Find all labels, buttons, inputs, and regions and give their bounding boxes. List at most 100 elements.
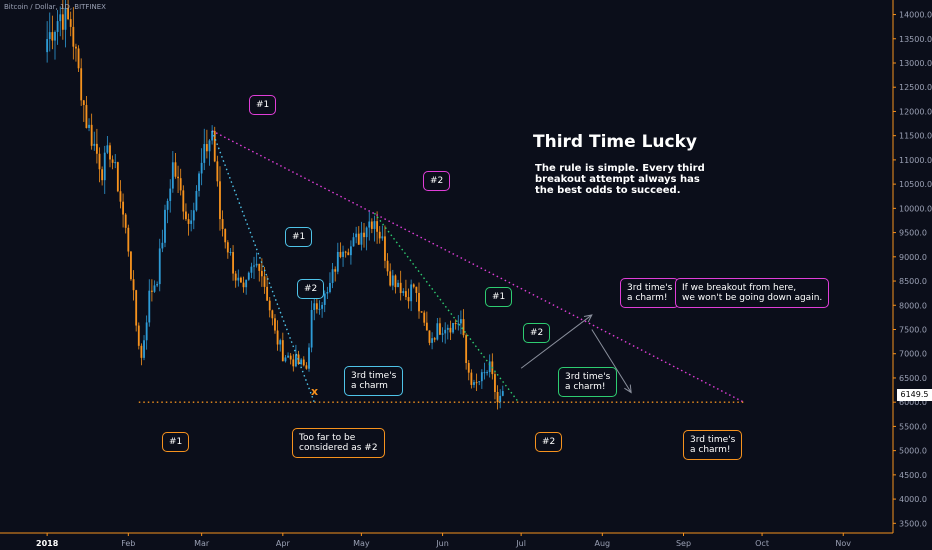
- candle-body: [271, 310, 274, 319]
- candle-body: [397, 282, 399, 288]
- candle-body: [177, 176, 179, 179]
- candle-body: [190, 220, 193, 224]
- candle-body: [465, 335, 468, 363]
- candle-body: [287, 355, 289, 358]
- candle-body: [384, 236, 386, 261]
- candle-body: [179, 178, 182, 191]
- callout-green-1: #1: [485, 287, 513, 307]
- time-tick-label: Jun: [435, 539, 449, 548]
- time-tick-label: Sep: [676, 539, 691, 548]
- candle-body: [192, 210, 195, 221]
- time-axis[interactable]: 2018 Feb Mar Apr May Jun Jul Aug Sep Oct Nov: [0, 532, 893, 548]
- callout-orange-1: #1: [162, 432, 190, 452]
- candle-body: [61, 14, 64, 30]
- candle-body: [376, 221, 379, 232]
- candle-body: [156, 284, 159, 286]
- callout-pink-1: #1: [249, 95, 277, 115]
- candle-body: [423, 312, 426, 323]
- candle-body: [69, 19, 72, 27]
- candle-body: [436, 323, 439, 340]
- candle-body: [425, 322, 428, 331]
- candle-body: [336, 251, 339, 272]
- trendline: [373, 212, 520, 403]
- price-tick-label: 10500.0: [899, 180, 932, 189]
- price-tick-label: 7500.0: [899, 325, 927, 334]
- candle-body: [352, 237, 355, 247]
- candle-body: [300, 359, 303, 365]
- candle-body: [253, 265, 255, 267]
- candle-body: [399, 282, 402, 294]
- candle-body: [326, 292, 329, 294]
- price-tick-label: 7000.0: [899, 350, 927, 359]
- candle-body: [496, 392, 499, 403]
- candle-body: [355, 233, 358, 238]
- candle-body: [224, 229, 227, 243]
- candle-body: [161, 242, 164, 249]
- candle-body: [234, 273, 237, 281]
- candle-body: [245, 279, 248, 288]
- time-tick-label: May: [353, 539, 370, 548]
- candle-body: [166, 200, 169, 210]
- candle-body: [187, 219, 190, 224]
- candle-body: [365, 227, 368, 238]
- candle-body: [360, 232, 363, 245]
- candle-body: [80, 68, 83, 101]
- candle-body: [310, 309, 313, 348]
- candle-body: [195, 190, 198, 211]
- candle-body: [98, 153, 101, 170]
- price-axis[interactable]: 3500.0 4000.0 4500.0 5000.0 5500.0 6000.0 6500…: [892, 0, 932, 533]
- candle-body: [95, 143, 98, 154]
- candle-body: [473, 382, 475, 385]
- candle-body: [347, 252, 350, 256]
- callout-pink-note: If we breakout from here, we won't be go…: [675, 278, 830, 308]
- candle-body: [266, 286, 269, 301]
- callout-blue-3: 3rd time's a charm: [344, 366, 404, 396]
- candle-body: [404, 291, 407, 298]
- candle-body: [145, 322, 148, 341]
- candle-body: [67, 7, 70, 20]
- price-tick-label: 11500.0: [899, 132, 932, 141]
- candle-body: [158, 248, 161, 285]
- candle-body: [64, 7, 67, 30]
- candle-body: [208, 140, 211, 152]
- callout-blue-2: #2: [297, 279, 325, 299]
- candle-body: [276, 330, 279, 345]
- candle-body: [137, 325, 140, 346]
- candle-body: [171, 162, 174, 189]
- price-tick-label: 13000.0: [899, 59, 932, 68]
- candle-body: [122, 201, 124, 215]
- candle-body: [459, 319, 462, 324]
- candle-body: [268, 300, 271, 311]
- candle-body: [219, 181, 221, 220]
- candle-body: [111, 159, 114, 163]
- candle-body: [446, 327, 449, 330]
- candle-body: [342, 251, 344, 257]
- candle-body: [431, 338, 434, 343]
- candle-body: [93, 143, 96, 146]
- candle-body: [56, 21, 59, 32]
- candle-body: [90, 124, 93, 146]
- trendline: [211, 130, 315, 403]
- x-marker: x: [311, 385, 319, 398]
- candle-body: [85, 105, 88, 128]
- candle-body: [130, 251, 132, 280]
- candle-body: [452, 322, 454, 333]
- candle-body: [344, 251, 347, 253]
- candle-body: [51, 32, 54, 41]
- candle-body: [457, 323, 460, 325]
- candle-body: [315, 303, 318, 310]
- candle-body: [494, 374, 496, 393]
- candle-body: [363, 232, 365, 238]
- time-tick-label: Feb: [121, 539, 135, 548]
- time-tick-label: Apr: [276, 539, 291, 548]
- candle-body: [441, 333, 444, 335]
- candle-body: [412, 284, 415, 287]
- candle-body: [470, 372, 473, 385]
- candle-body: [295, 354, 297, 367]
- candle-body: [415, 286, 418, 293]
- candle-body: [200, 162, 203, 174]
- price-tick-label: 12000.0: [899, 107, 932, 116]
- projection-arrow: [591, 329, 632, 393]
- candle-body: [292, 359, 295, 367]
